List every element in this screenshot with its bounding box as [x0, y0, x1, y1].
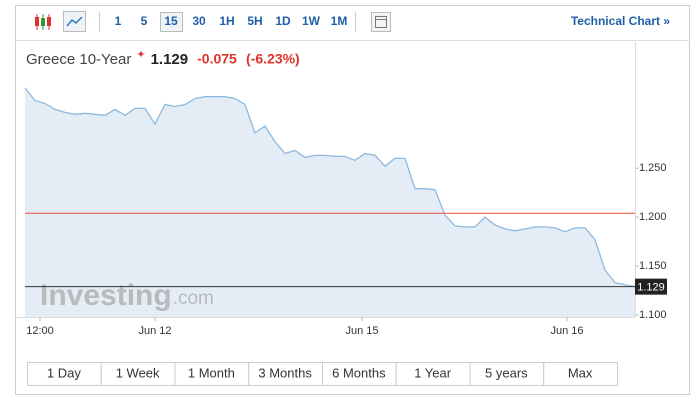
current-price-label: 1.129: [637, 282, 665, 294]
settings-icon[interactable]: [371, 12, 391, 32]
interval-button[interactable]: 5: [141, 14, 148, 28]
area-icon[interactable]: [63, 11, 86, 32]
x-tick-label: Jun 12: [138, 325, 171, 337]
last-price: 1.129: [151, 51, 189, 68]
range-button-box[interactable]: [543, 362, 618, 386]
area-fill: [25, 87, 635, 318]
interval-button[interactable]: 1W: [302, 14, 321, 28]
interval-button[interactable]: 1M: [331, 14, 348, 28]
instrument-name: Greece 10-Year: [26, 51, 131, 68]
interval-button[interactable]: 5H: [247, 14, 262, 28]
interval-button[interactable]: 15: [164, 14, 178, 28]
watermark-domain: .com: [173, 288, 214, 309]
technical-chart-link[interactable]: Technical Chart »: [571, 14, 670, 28]
x-tick-label: Jun 15: [345, 325, 378, 337]
range-button[interactable]: 6 Months: [332, 365, 386, 380]
price-line: [24, 87, 636, 288]
range-button[interactable]: 5 years: [485, 365, 528, 380]
range-button[interactable]: 1 Year: [414, 365, 452, 380]
range-button[interactable]: 3 Months: [258, 365, 312, 380]
interval-button[interactable]: 1H: [219, 14, 234, 28]
price-change: -0.075: [197, 51, 237, 67]
interval-button[interactable]: 30: [192, 14, 206, 28]
range-button[interactable]: 1 Week: [116, 365, 160, 380]
x-tick-label: Jun 16: [550, 325, 583, 337]
candle-icon[interactable]: [35, 14, 51, 30]
percent-change: (-6.23%): [246, 51, 300, 67]
x-tick-label: 12:00: [26, 325, 54, 337]
current-price-tag: [635, 278, 667, 295]
range-button[interactable]: 1 Day: [47, 365, 81, 380]
interval-button[interactable]: 1: [115, 14, 122, 28]
y-tick-label: 1.200: [639, 211, 667, 223]
y-tick-label: 1.100: [639, 309, 667, 321]
flag-marker: ✦: [136, 49, 145, 61]
y-tick-label: 1.250: [639, 162, 667, 174]
range-button[interactable]: Max: [568, 365, 593, 380]
y-tick-label: 1.150: [639, 260, 667, 272]
interval-active: [160, 12, 183, 32]
range-button[interactable]: 1 Month: [188, 365, 235, 380]
watermark-brand: Investing: [40, 279, 172, 312]
interval-button[interactable]: 1D: [275, 14, 291, 28]
